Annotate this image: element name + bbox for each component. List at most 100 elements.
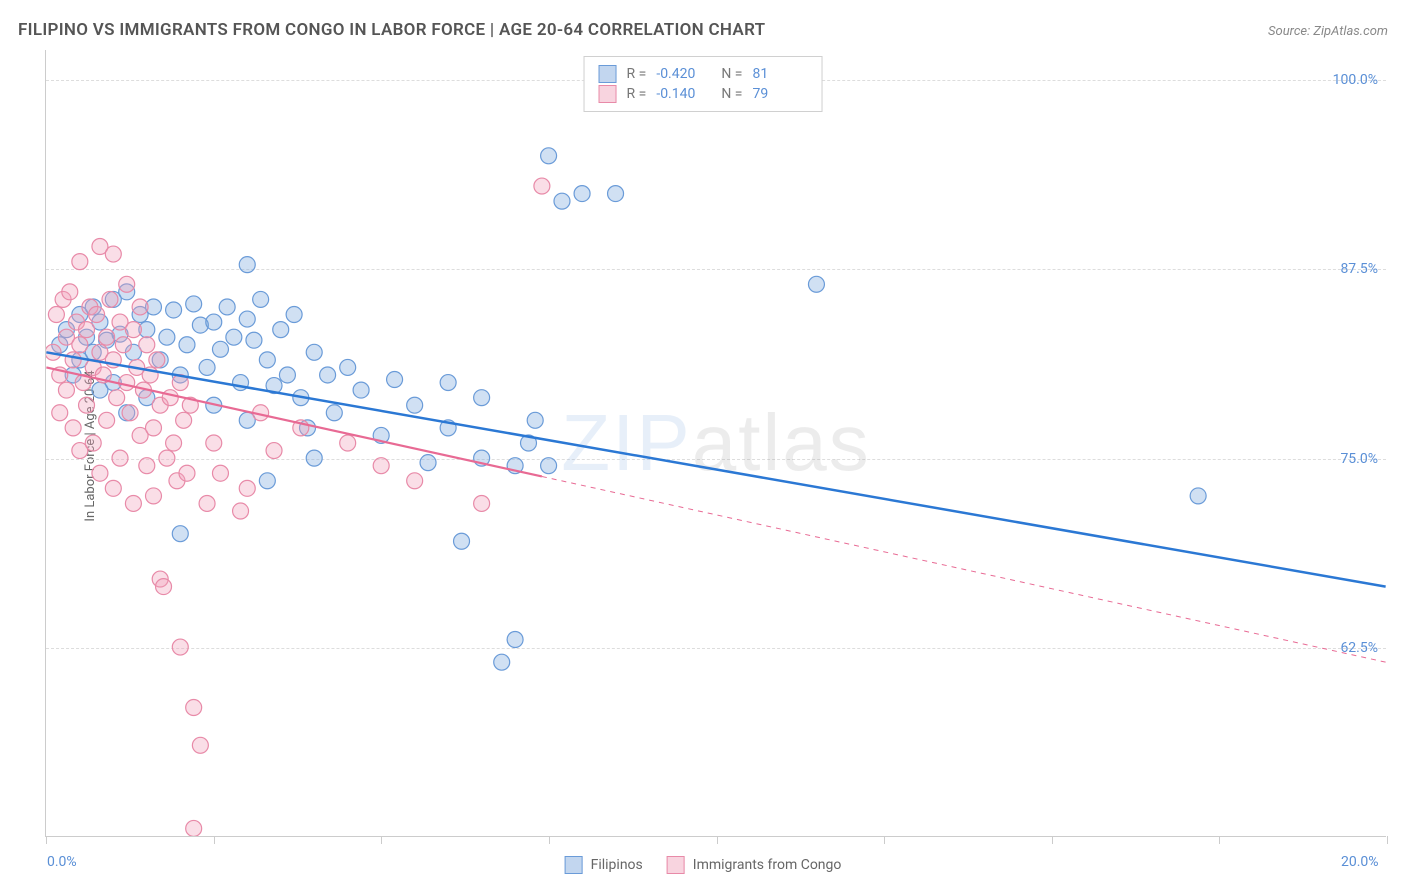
legend-r-label: R = <box>627 86 647 102</box>
data-point <box>125 495 141 511</box>
legend-n-value: 81 <box>752 66 807 82</box>
data-point <box>574 186 590 202</box>
x-tick <box>214 836 215 844</box>
data-point <box>279 367 295 383</box>
data-point <box>206 314 222 330</box>
data-point <box>534 178 550 194</box>
legend-swatch <box>565 856 583 874</box>
data-point <box>494 654 510 670</box>
x-tick <box>884 836 885 844</box>
chart-title: FILIPINO VS IMMIGRANTS FROM CONGO IN LAB… <box>18 20 765 40</box>
legend-n-value: 79 <box>752 86 807 102</box>
data-point <box>541 458 557 474</box>
data-point <box>99 412 115 428</box>
chart-area: ZIPatlas 62.5%75.0%87.5%100.0% <box>45 50 1386 837</box>
data-point <box>541 148 557 164</box>
legend-swatch <box>599 85 617 103</box>
data-point <box>1190 488 1206 504</box>
legend-swatch <box>667 856 685 874</box>
data-point <box>527 412 543 428</box>
x-tick-label: 20.0% <box>1341 854 1379 870</box>
data-point <box>253 291 269 307</box>
data-point <box>119 276 135 292</box>
data-point <box>105 246 121 262</box>
data-point <box>407 473 423 489</box>
data-point <box>125 322 141 338</box>
data-point <box>286 307 302 323</box>
legend-item: Filipinos <box>565 856 643 874</box>
data-point <box>273 322 289 338</box>
data-point <box>239 257 255 273</box>
data-point <box>109 390 125 406</box>
data-point <box>179 465 195 481</box>
x-tick <box>1387 836 1388 844</box>
data-point <box>420 455 436 471</box>
data-point <box>259 352 275 368</box>
data-point <box>373 458 389 474</box>
data-point <box>212 465 228 481</box>
data-point <box>259 473 275 489</box>
legend-row: R = -0.420 N = 81 <box>599 65 808 83</box>
data-point <box>139 458 155 474</box>
data-point <box>199 495 215 511</box>
legend-r-value: -0.140 <box>656 86 711 102</box>
data-point <box>179 337 195 353</box>
data-point <box>233 503 249 519</box>
data-point <box>166 302 182 318</box>
x-tick <box>46 836 47 844</box>
data-point <box>306 450 322 466</box>
data-point <box>85 435 101 451</box>
data-point <box>226 329 242 345</box>
data-point <box>105 480 121 496</box>
data-point <box>146 488 162 504</box>
legend-r-label: R = <box>627 66 647 82</box>
data-point <box>474 495 490 511</box>
data-point <box>206 435 222 451</box>
data-point <box>246 332 262 348</box>
data-point <box>162 390 178 406</box>
data-point <box>48 307 64 323</box>
legend-correlation: R = -0.420 N = 81 R = -0.140 N = 79 <box>584 56 823 112</box>
data-point <box>353 382 369 398</box>
data-point <box>440 375 456 391</box>
data-point <box>172 526 188 542</box>
data-point <box>186 700 202 716</box>
data-point <box>119 375 135 391</box>
data-point <box>239 311 255 327</box>
regression-line <box>46 352 1385 586</box>
data-point <box>306 344 322 360</box>
data-point <box>156 579 172 595</box>
data-point <box>159 450 175 466</box>
legend-label: Immigrants from Congo <box>693 857 842 873</box>
data-point <box>387 372 403 388</box>
x-tick-label: 0.0% <box>47 854 77 870</box>
data-point <box>266 443 282 459</box>
data-point <box>808 276 824 292</box>
data-point <box>326 405 342 421</box>
source-label: Source: ZipAtlas.com <box>1268 24 1388 39</box>
data-point <box>340 359 356 375</box>
scatter-plot <box>46 50 1386 836</box>
data-point <box>79 397 95 413</box>
regression-line-extrapolated <box>542 476 1386 662</box>
data-point <box>212 341 228 357</box>
data-point <box>132 299 148 315</box>
data-point <box>122 405 138 421</box>
x-tick <box>549 836 550 844</box>
data-point <box>219 299 235 315</box>
data-point <box>149 352 165 368</box>
x-tick <box>381 836 382 844</box>
data-point <box>239 480 255 496</box>
legend-r-value: -0.420 <box>656 66 711 82</box>
data-point <box>92 465 108 481</box>
data-point <box>166 435 182 451</box>
data-point <box>62 284 78 300</box>
legend-n-label: N = <box>721 86 742 102</box>
data-point <box>159 329 175 345</box>
legend-label: Filipinos <box>591 857 643 873</box>
data-point <box>320 367 336 383</box>
legend-n-label: N = <box>721 66 742 82</box>
x-tick <box>717 836 718 844</box>
legend-item: Immigrants from Congo <box>667 856 842 874</box>
data-point <box>72 254 88 270</box>
